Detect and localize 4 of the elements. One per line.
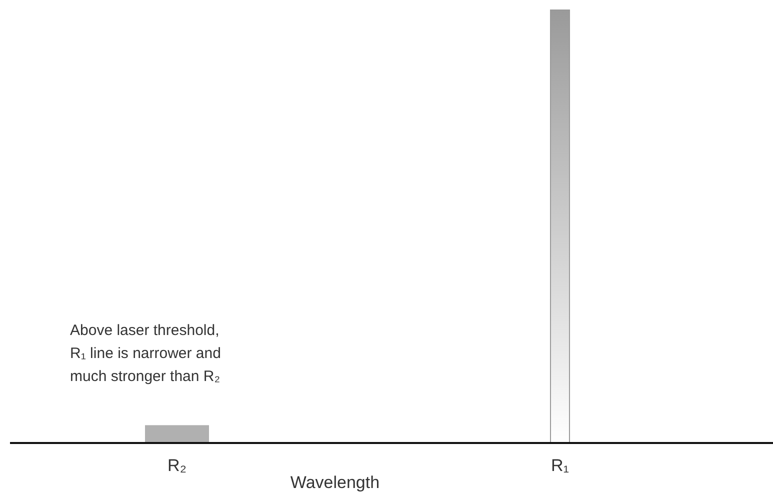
x-tick-label: R₁ [550, 456, 570, 475]
annotation: Above laser threshold, R₁ line is narrower and much stronger than R₂ [70, 322, 221, 385]
x-tick-label: R₂ [168, 456, 186, 475]
x-axis-title: Wavelength [290, 473, 380, 492]
